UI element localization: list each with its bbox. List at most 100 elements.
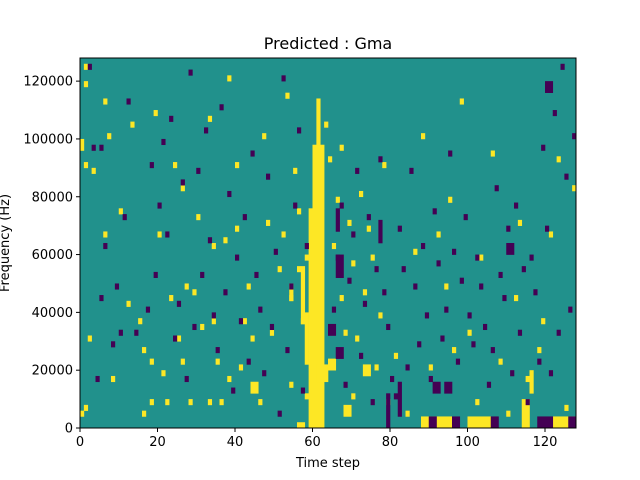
y-tick-label: 40000: [32, 306, 73, 321]
heatmap-cell-high: [378, 312, 383, 319]
heatmap-cell-low: [192, 323, 197, 331]
heatmap-cell-low: [87, 63, 92, 70]
heatmap-cell-low: [176, 300, 182, 307]
heatmap-cell-low: [273, 248, 278, 255]
heatmap-cell-low: [335, 208, 340, 232]
heatmap-cell-high: [351, 260, 356, 267]
heatmap-cell-high: [556, 156, 561, 163]
heatmap-cell-low: [262, 370, 267, 377]
heatmap-cell-high: [304, 312, 309, 365]
heatmap-cell-high: [142, 347, 147, 354]
heatmap-cell-high: [281, 231, 286, 238]
x-tick-label: 80: [382, 435, 399, 450]
heatmap-cell-low: [545, 81, 554, 93]
heatmap-cell-low: [432, 381, 441, 394]
heatmap-cell-low: [254, 271, 259, 278]
heatmap-cell-high: [126, 300, 131, 307]
heatmap-cell-low: [397, 381, 402, 417]
heatmap-cell-low: [196, 167, 201, 174]
heatmap-cell-low: [304, 243, 309, 250]
heatmap-cell-low: [103, 243, 108, 250]
heatmap-cell-high: [103, 98, 108, 105]
heatmap-cell-low: [297, 127, 302, 134]
heatmap-cell-low: [432, 208, 437, 215]
heatmap-cell-low: [122, 214, 127, 221]
heatmap-cell-low: [359, 352, 364, 359]
heatmap-cell-high: [262, 133, 267, 140]
heatmap-cell-low: [215, 347, 220, 354]
y-axis-label: Frequency (Hz): [0, 194, 13, 292]
x-tick-label: 40: [227, 435, 244, 450]
heatmap-cell-high: [211, 318, 216, 325]
heatmap-cell-low: [114, 283, 120, 290]
heatmap-cell-high: [235, 225, 240, 232]
heatmap-cell-high: [537, 347, 542, 354]
heatmap-cell-high: [211, 243, 216, 250]
heatmap-cell-high: [227, 75, 232, 82]
heatmap-cell-low: [370, 399, 375, 406]
x-tick-label: 0: [76, 435, 84, 450]
heatmap-cell-high: [339, 144, 344, 151]
heatmap-cell-low: [250, 150, 255, 157]
heatmap-cell-low: [413, 283, 418, 290]
heatmap-cell-low: [351, 231, 356, 238]
heatmap-cell-low: [424, 312, 430, 319]
heatmap-cell-low: [564, 173, 569, 180]
heatmap-cell-low: [506, 243, 515, 255]
heatmap-cell-low: [169, 115, 174, 122]
heatmap-cell-high: [382, 162, 387, 169]
heatmap-cell-low: [486, 381, 492, 388]
heatmap-cell-low: [149, 162, 154, 169]
heatmap-cell-high: [359, 190, 364, 198]
heatmap-cell-high: [180, 358, 185, 365]
heatmap-cell-low: [184, 375, 189, 383]
heatmap-cell-high: [242, 318, 247, 325]
heatmap-cell-high: [316, 364, 329, 383]
heatmap-cell-high: [180, 185, 185, 192]
heatmap-cell-high: [153, 110, 158, 117]
heatmap-cell-high: [506, 410, 511, 417]
heatmap-cell-high: [343, 329, 348, 336]
heatmap-cell-high: [111, 375, 116, 383]
heatmap-cell-high: [83, 162, 89, 169]
heatmap-cell-high: [80, 410, 85, 417]
heatmap-cell-low: [335, 347, 344, 359]
heatmap-cell-low: [506, 225, 511, 232]
heatmap-cell-high: [479, 254, 484, 261]
heatmap-cell-high: [328, 358, 337, 371]
heatmap-cell-low: [537, 416, 554, 429]
x-axis: 0 20 40 60 80 100 120: [76, 428, 557, 450]
heatmap-cell-low: [428, 416, 437, 429]
x-tick-label: 100: [455, 435, 480, 450]
heatmap-cell-low: [118, 329, 123, 336]
heatmap-cell-high: [289, 381, 294, 388]
heatmap-cell-low: [134, 329, 139, 336]
heatmap-cell-high: [405, 410, 410, 417]
heatmap-cell-high: [157, 231, 162, 238]
heatmap-cell-high: [331, 243, 337, 250]
heatmap-cell-low: [459, 277, 464, 284]
heatmap-cell-low: [490, 347, 495, 354]
heatmap-cell-low: [514, 202, 519, 209]
heatmap-cell-high: [138, 318, 143, 325]
heatmap-cell-low: [277, 410, 282, 417]
heatmap-cell-low: [347, 277, 352, 284]
heatmap-cell-low: [568, 306, 573, 313]
x-axis-label: Time step: [295, 456, 360, 471]
heatmap-cell-low: [572, 133, 577, 140]
heatmap-cell-low: [428, 375, 433, 383]
heatmap-cell-low: [126, 98, 131, 105]
chart-title: Predicted : Gma: [264, 34, 392, 53]
heatmap-cell-low: [517, 329, 523, 336]
heatmap-cell-low: [95, 375, 100, 383]
heatmap-cell-high: [525, 375, 530, 383]
heatmap-cell-low: [548, 370, 554, 377]
heatmap-cell-high: [521, 399, 530, 429]
heatmap-cell-low: [145, 306, 151, 313]
heatmap-cell-high: [184, 283, 189, 290]
heatmap-cell-low: [421, 243, 426, 250]
heatmap-cell-high: [362, 289, 368, 296]
heatmap-cell-high: [188, 399, 193, 406]
heatmap-cell-low: [405, 364, 410, 371]
heatmap-cell-high: [448, 196, 453, 203]
